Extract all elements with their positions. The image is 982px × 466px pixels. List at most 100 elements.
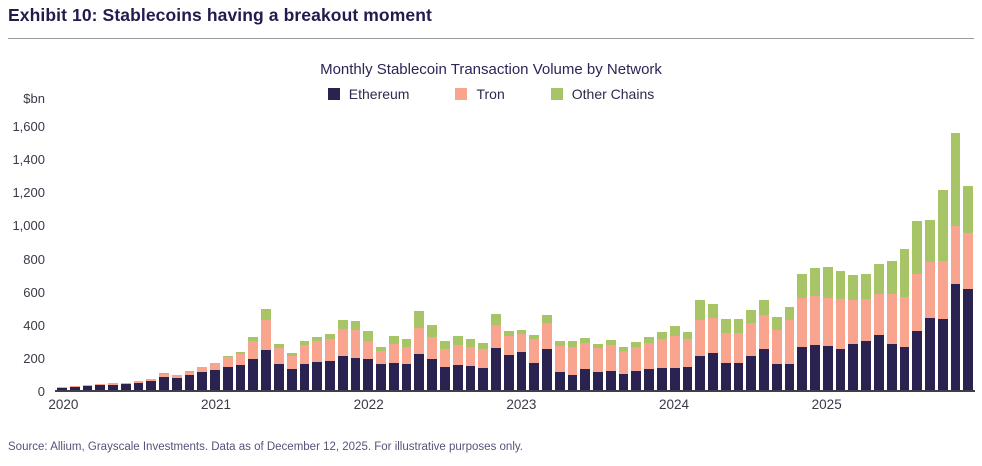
bar-segment-other-chains bbox=[746, 309, 757, 323]
bar-segment-tron bbox=[235, 353, 246, 366]
bar-segment-tron bbox=[937, 260, 948, 319]
bar-month-2 bbox=[82, 384, 93, 390]
bar-segment-tron bbox=[274, 347, 284, 365]
bar-month-41 bbox=[580, 337, 591, 390]
bar-segment-ethereum bbox=[95, 385, 106, 390]
bar-segment-tron bbox=[171, 375, 182, 378]
bar-segment-other-chains bbox=[937, 189, 948, 261]
y-tick-label: 1,200 bbox=[12, 185, 45, 201]
legend-item-tron: Tron bbox=[455, 86, 505, 102]
bar-month-56 bbox=[771, 317, 782, 390]
bar-month-39 bbox=[554, 341, 565, 390]
bar-segment-other-chains bbox=[274, 343, 284, 348]
bar-segment-other-chains bbox=[605, 340, 616, 346]
y-axis: 0 200 400 600 800 1,000 1,200 1,400 1,600 bbox=[0, 119, 45, 399]
bar-segment-other-chains bbox=[580, 337, 591, 343]
bar-segment-other-chains bbox=[656, 332, 667, 339]
bar-segment-ethereum bbox=[171, 377, 182, 390]
bar-segment-tron bbox=[874, 293, 884, 335]
bar-month-42 bbox=[593, 343, 603, 390]
legend-label-tron: Tron bbox=[476, 86, 505, 102]
bar-segment-ethereum bbox=[567, 375, 578, 390]
bar-month-13 bbox=[222, 356, 233, 390]
bar-segment-other-chains bbox=[516, 329, 527, 334]
bar-segment-tron bbox=[682, 339, 693, 367]
bar-segment-other-chains bbox=[733, 318, 744, 333]
bar-month-12 bbox=[210, 362, 220, 390]
bar-segment-ethereum bbox=[108, 384, 118, 390]
bar-month-52 bbox=[720, 318, 731, 390]
bar-month-25 bbox=[376, 346, 386, 390]
bar-segment-tron bbox=[248, 341, 259, 359]
bar-segment-tron bbox=[950, 226, 961, 284]
bar-segment-other-chains bbox=[567, 341, 578, 347]
bar-segment-ethereum bbox=[835, 348, 846, 390]
bar-month-65 bbox=[886, 260, 897, 390]
bar-month-20 bbox=[312, 336, 323, 390]
bar-segment-ethereum bbox=[822, 346, 833, 390]
bar-segment-tron bbox=[388, 344, 399, 363]
bar-segment-other-chains bbox=[325, 333, 335, 340]
bar-segment-tron bbox=[184, 371, 195, 376]
bar-segment-tron bbox=[299, 345, 310, 364]
bar-segment-ethereum bbox=[478, 368, 489, 390]
bar-month-62 bbox=[848, 274, 859, 390]
legend-item-ethereum: Ethereum bbox=[327, 86, 410, 102]
bar-segment-tron bbox=[439, 348, 450, 367]
bar-segment-tron bbox=[669, 336, 680, 368]
bar-segment-tron bbox=[835, 298, 846, 349]
bar-segment-ethereum bbox=[605, 370, 616, 390]
bar-segment-tron bbox=[133, 381, 144, 384]
bar-segment-ethereum bbox=[120, 384, 131, 390]
bar-month-59 bbox=[810, 268, 820, 390]
bar-segment-ethereum bbox=[682, 366, 693, 390]
x-tick-label-2022: 2022 bbox=[353, 397, 384, 412]
bar-segment-ethereum bbox=[57, 387, 67, 390]
bar-segment-other-chains bbox=[784, 307, 795, 321]
bar-segment-other-chains bbox=[337, 320, 348, 329]
bar-segment-tron bbox=[580, 342, 591, 370]
bar-month-47 bbox=[656, 332, 667, 390]
bar-month-49 bbox=[682, 332, 693, 390]
bar-segment-tron bbox=[325, 339, 335, 362]
bar-month-22 bbox=[337, 320, 348, 390]
bar-segment-ethereum bbox=[593, 371, 603, 390]
bar-segment-tron bbox=[529, 339, 540, 363]
bar-segment-tron bbox=[567, 346, 578, 376]
bar-month-44 bbox=[618, 346, 629, 390]
bar-segment-tron bbox=[363, 341, 374, 359]
bar-segment-tron bbox=[286, 355, 297, 370]
bar-segment-ethereum bbox=[133, 383, 144, 390]
bar-segment-other-chains bbox=[925, 220, 935, 263]
bar-month-51 bbox=[708, 303, 718, 390]
chart-legend: Ethereum Tron Other Chains bbox=[0, 86, 982, 102]
bar-segment-tron bbox=[401, 346, 412, 365]
bar-segment-tron bbox=[465, 346, 476, 366]
x-tick-label-2020: 2020 bbox=[48, 397, 79, 412]
bar-segment-other-chains bbox=[222, 356, 233, 358]
bar-segment-other-chains bbox=[401, 338, 412, 347]
bar-month-58 bbox=[797, 274, 808, 390]
bar-segment-ethereum bbox=[554, 371, 565, 390]
y-tick-label: 600 bbox=[23, 284, 45, 300]
y-tick-label: 1,600 bbox=[12, 119, 45, 134]
bar-segment-tron bbox=[708, 317, 718, 353]
bar-segment-tron bbox=[197, 367, 208, 373]
legend-label-ethereum: Ethereum bbox=[348, 86, 410, 102]
bar-segment-ethereum bbox=[439, 366, 450, 390]
bar-segment-ethereum bbox=[759, 349, 769, 390]
x-axis: 2020 2021 2022 2023 2024 2025 bbox=[48, 397, 973, 415]
bar-segment-other-chains bbox=[478, 342, 489, 350]
bar-segment-other-chains bbox=[810, 268, 820, 297]
y-tick-label: 1,000 bbox=[12, 218, 45, 234]
bar-segment-ethereum bbox=[810, 345, 820, 390]
bar-segment-ethereum bbox=[937, 318, 948, 390]
bar-segment-tron bbox=[554, 346, 565, 372]
bar-segment-other-chains bbox=[822, 267, 833, 299]
bar-segment-tron bbox=[120, 382, 131, 385]
bar-month-4 bbox=[108, 383, 118, 390]
bar-segment-ethereum bbox=[337, 356, 348, 390]
bar-segment-tron bbox=[337, 328, 348, 357]
bar-segment-other-chains bbox=[503, 331, 514, 337]
bar-segment-other-chains bbox=[618, 346, 629, 352]
